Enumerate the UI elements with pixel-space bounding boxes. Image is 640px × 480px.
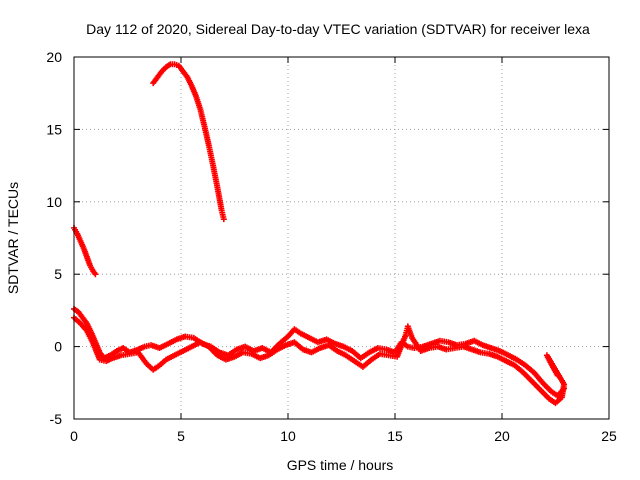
y-tick-label: 20 (46, 49, 62, 65)
x-tick-label: 15 (387, 428, 403, 444)
x-tick-label: 25 (601, 428, 617, 444)
tick-layer: 0 5 10 15 20 25 -5 0 5 10 15 20 (46, 49, 617, 444)
series-4 (71, 314, 568, 407)
grid-layer (74, 57, 609, 419)
series-2 (71, 224, 99, 278)
series-3 (71, 305, 568, 399)
y-tick-label: -5 (50, 411, 63, 427)
y-axis-label: SDTVAR / TECUs (5, 182, 21, 294)
x-tick-label: 20 (494, 428, 510, 444)
plot-frame (73, 56, 610, 420)
y-tick-label: 10 (46, 194, 62, 210)
data-point (92, 271, 99, 278)
data-point (220, 216, 227, 223)
series-1 (150, 61, 227, 223)
y-tick-label: 15 (46, 121, 62, 137)
x-tick-label: 10 (280, 428, 296, 444)
x-axis-label: GPS time / hours (287, 457, 394, 473)
y-tick-label: 5 (54, 266, 62, 282)
data-layer (71, 61, 568, 407)
data-point (554, 372, 561, 379)
y-tick-label: 0 (54, 339, 62, 355)
x-tick-label: 5 (177, 428, 185, 444)
x-tick-label: 0 (70, 428, 78, 444)
chart-title: Day 112 of 2020, Sidereal Day-to-day VTE… (86, 21, 590, 37)
